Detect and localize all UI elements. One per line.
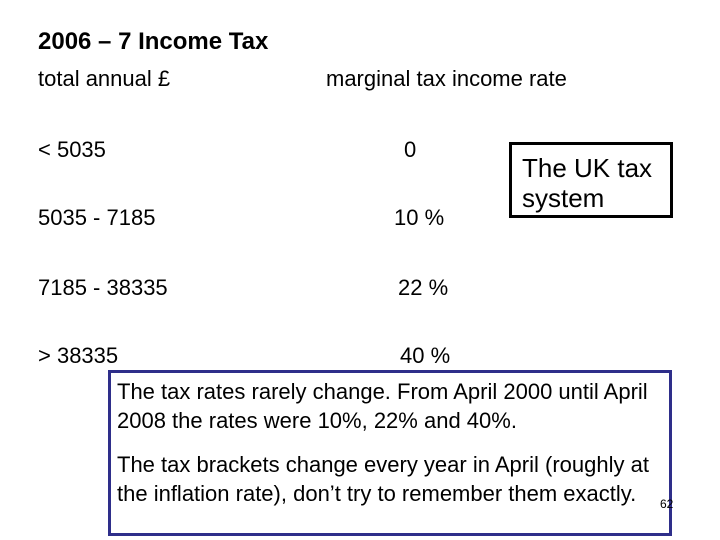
callout-text: The UK tax system <box>522 153 653 213</box>
bracket-row-1-rate: 0 <box>404 137 417 162</box>
bracket-row-1-income: < 5035 <box>38 137 106 162</box>
bracket-row-4-rate: 40 % <box>400 343 451 368</box>
page-number: 62 <box>660 497 674 511</box>
uk-tax-system-callout: The UK tax system <box>509 142 673 218</box>
bracket-row-2-income: 5035 - 7185 <box>38 205 156 230</box>
note-brackets: The tax brackets change every year in Ap… <box>117 452 649 506</box>
bracket-row-4-income: > 38335 <box>38 343 119 368</box>
notes-box: The tax rates rarely change. From April … <box>108 370 672 536</box>
bracket-row-3-rate: 22 % <box>398 275 449 300</box>
rate-column-header: marginal tax income rate <box>326 66 567 91</box>
income-column-header: total annual £ <box>38 66 171 91</box>
bracket-row-3-income: 7185 - 38335 <box>38 275 168 300</box>
bracket-row-2-rate: 10 % <box>394 205 445 230</box>
slide-title: 2006 – 7 Income Tax <box>38 28 269 55</box>
note-rates: The tax rates rarely change. From April … <box>117 379 648 433</box>
